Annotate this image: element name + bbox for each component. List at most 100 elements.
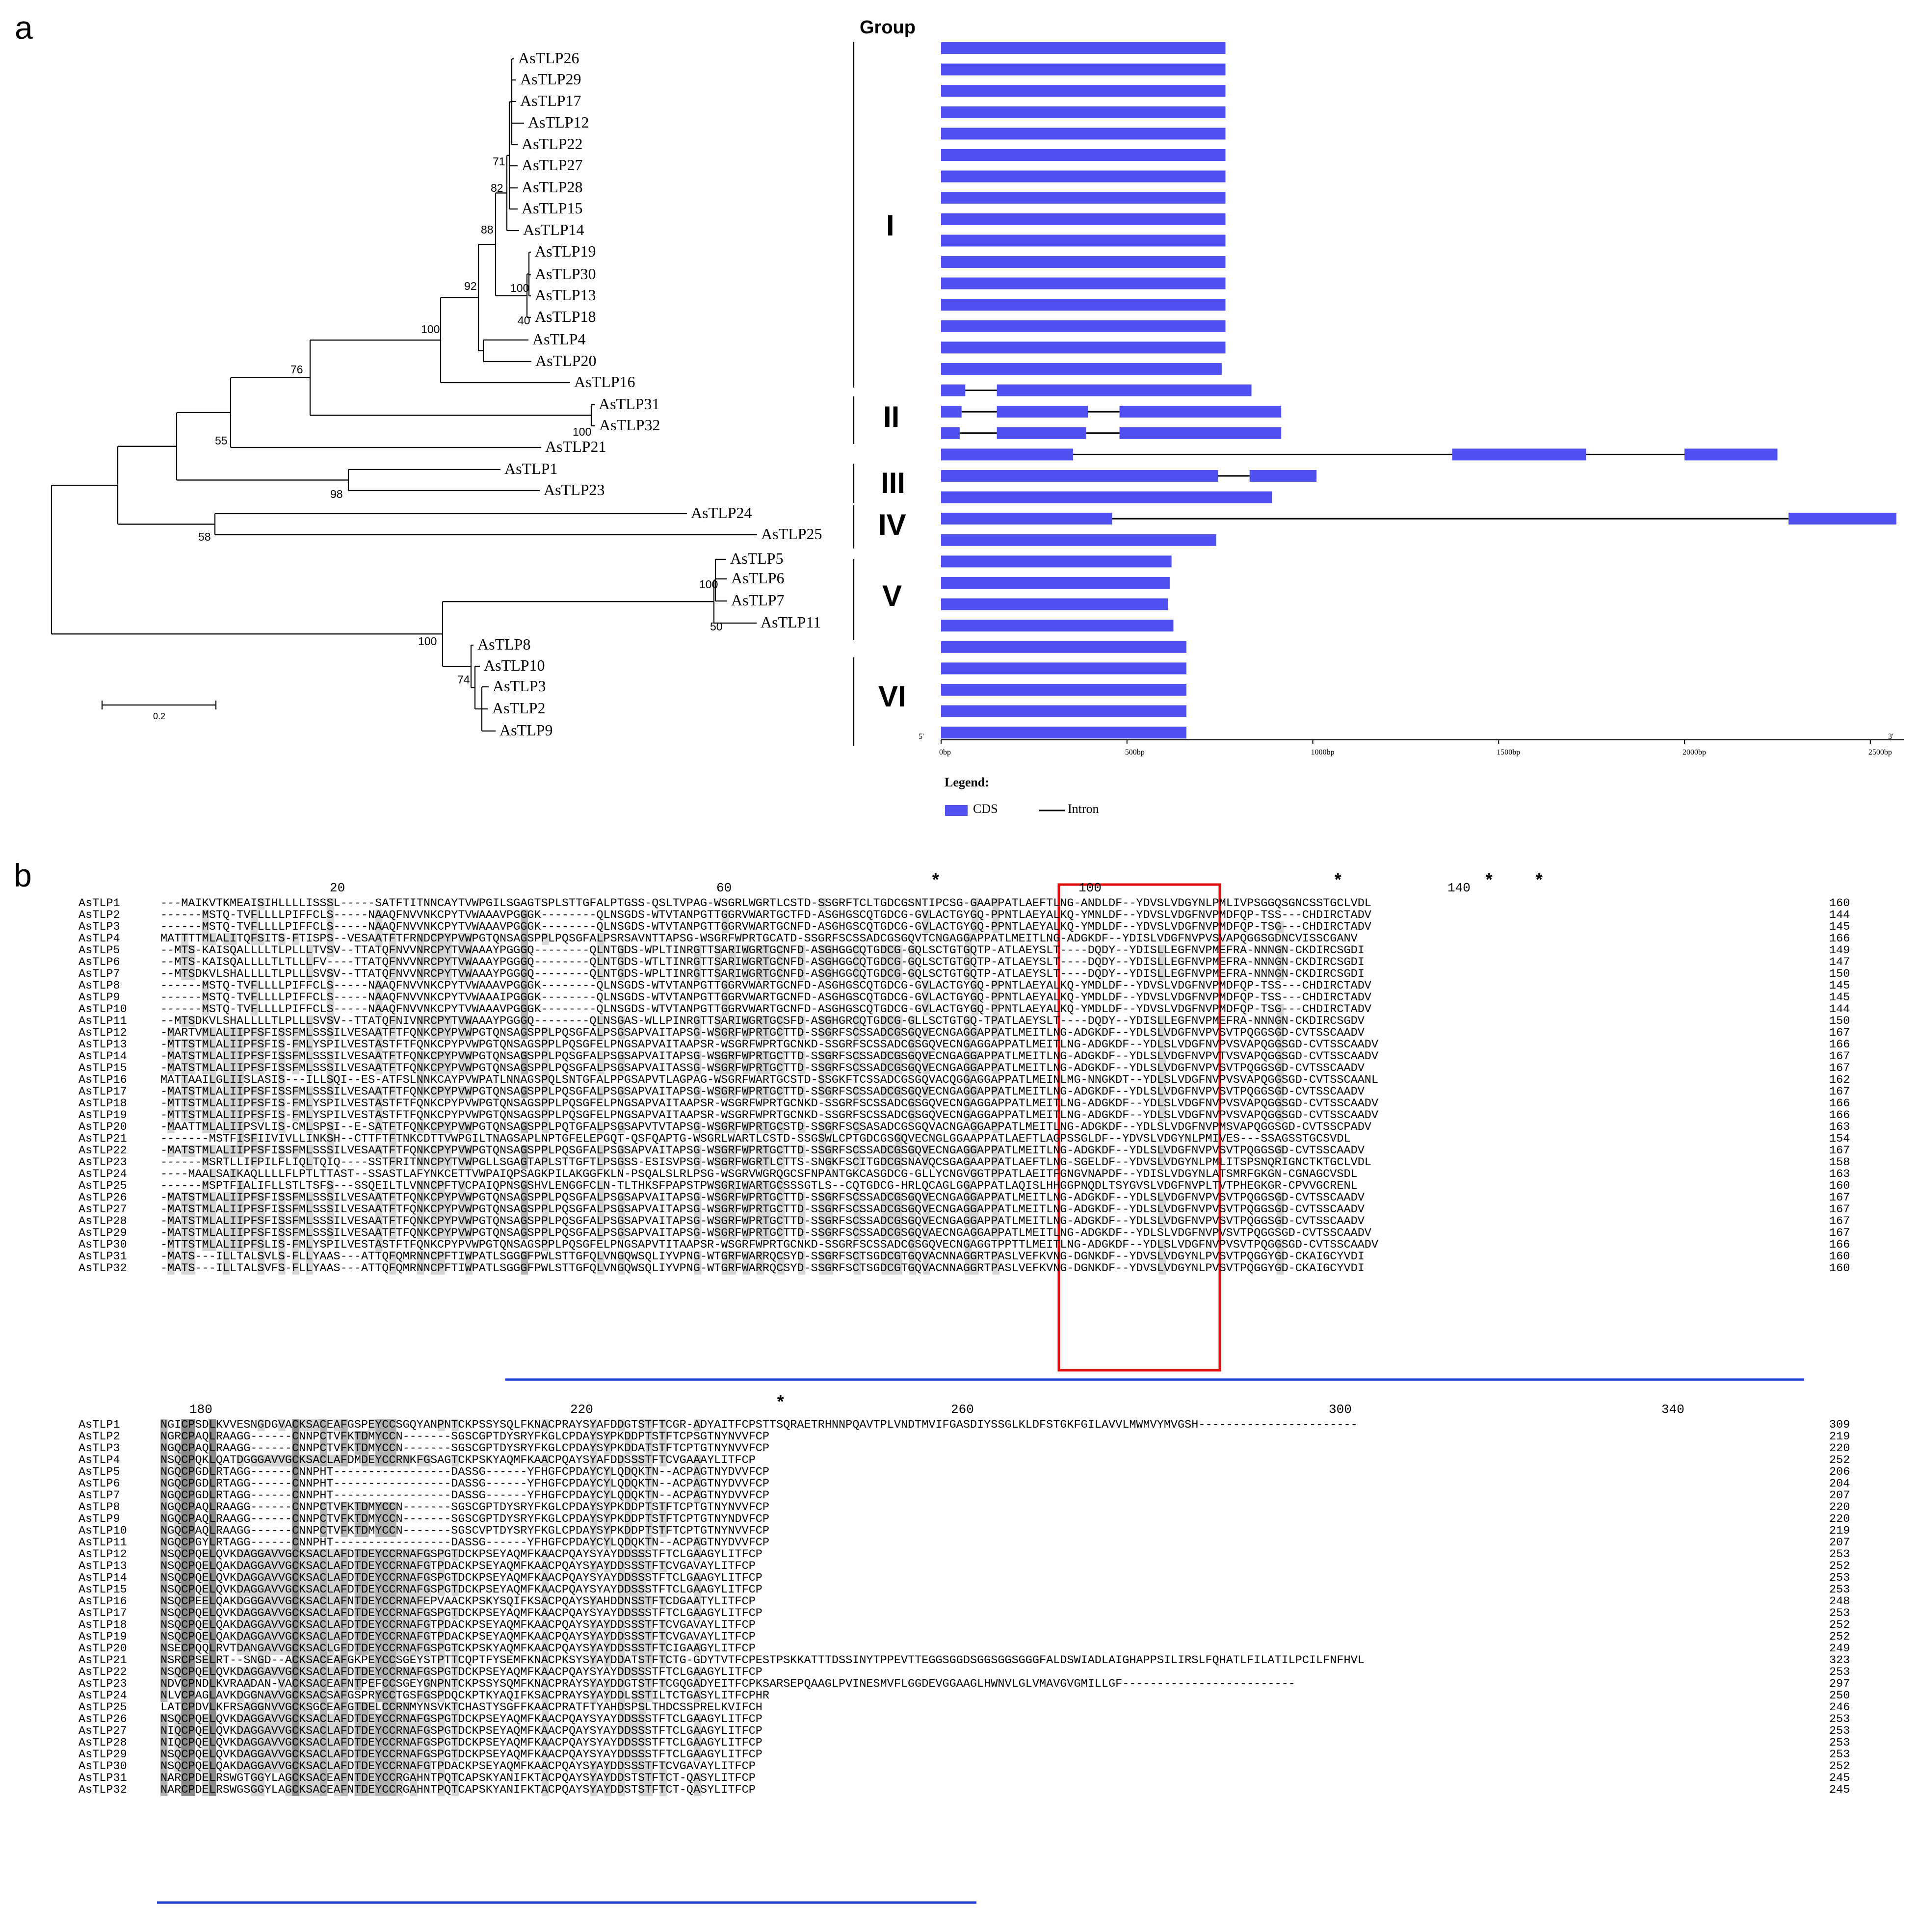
conservation-shade bbox=[423, 1549, 431, 1596]
conservation-shade bbox=[181, 933, 188, 980]
conservation-shade bbox=[722, 1251, 729, 1275]
conservation-shade bbox=[202, 980, 210, 1016]
tree-leaf-label: AsTLP18 bbox=[535, 308, 596, 325]
conservation-shade bbox=[992, 1086, 1000, 1098]
conservation-shade bbox=[777, 1086, 785, 1098]
conservation-shade bbox=[659, 1761, 667, 1796]
conservation-shade bbox=[715, 1086, 722, 1098]
conservation-shade bbox=[895, 945, 903, 980]
conservation-shade bbox=[181, 1016, 188, 1027]
conservation-shade bbox=[445, 1051, 452, 1074]
conservation-shade bbox=[722, 1027, 729, 1039]
conservation-shade bbox=[715, 1122, 722, 1133]
tree-leaf-label: AsTLP2 bbox=[492, 699, 546, 717]
conservation-shade bbox=[742, 945, 750, 980]
alignment-sequence: --MTSDKVLSHALLLLTLPLLLSVSV--TTATQFNVVNRC… bbox=[160, 967, 1365, 981]
conservation-shade bbox=[223, 1027, 230, 1133]
bootstrap-value: 82 bbox=[491, 182, 503, 194]
cds-segment bbox=[941, 106, 1226, 118]
conservation-shade bbox=[438, 933, 445, 980]
conservation-shade bbox=[965, 1180, 972, 1227]
cds-segment bbox=[941, 85, 1226, 97]
conservation-shade bbox=[965, 1145, 972, 1169]
alignment-seq-name: AsTLP10 bbox=[79, 1003, 127, 1016]
conservation-shade bbox=[319, 1502, 327, 1537]
conservation-shade bbox=[361, 1431, 369, 1466]
alignment-sequence: ------MSTQ-TVFLLLLPIFFCLS-----NAAQFNVVNK… bbox=[160, 991, 1371, 1004]
alignment-seq-name: AsTLP18 bbox=[79, 1619, 127, 1632]
conservation-shade bbox=[881, 945, 889, 980]
conservation-shade bbox=[375, 1145, 383, 1157]
alignment-seq-name: AsTLP27 bbox=[79, 1203, 127, 1216]
conservation-shade bbox=[334, 1549, 341, 1643]
conservation-shade bbox=[181, 1145, 188, 1157]
alignment-residue-count: 166 bbox=[1829, 1109, 1850, 1122]
conservation-shade bbox=[396, 1667, 403, 1678]
alignment-sequence: NGQCPAQLRAAGG------CNNPCTVFKTDMYCCN-----… bbox=[160, 1501, 770, 1514]
alignment-sequence: NSQCPQELQAKDAGGAVVGCKSACLAFDTDEYCCRNAFGT… bbox=[160, 1630, 756, 1644]
alignment-residue-count: 252 bbox=[1829, 1619, 1850, 1632]
conservation-shade bbox=[278, 1455, 286, 1466]
conservation-shade bbox=[438, 1549, 445, 1596]
conservation-shade bbox=[888, 1051, 896, 1074]
alignment-sequence: MATTAAILGLIISLASIS---ILLSQI--ES-ATFSLNNK… bbox=[160, 1073, 1379, 1087]
alignment-residue-count: 158 bbox=[1829, 1156, 1850, 1169]
conservation-shade bbox=[722, 1051, 729, 1074]
conservation-shade bbox=[646, 1619, 653, 1667]
alignment-residue-count: 167 bbox=[1829, 1227, 1850, 1240]
cds-segment bbox=[941, 470, 1218, 482]
alignment-residue-count: 154 bbox=[1829, 1132, 1850, 1146]
conservation-shade bbox=[729, 1086, 736, 1098]
group-label-VI: VI bbox=[878, 680, 906, 713]
tree-leaf-label: AsTLP10 bbox=[484, 656, 545, 674]
alignment-seq-name: AsTLP22 bbox=[79, 1144, 127, 1157]
alignment-seq-name: AsTLP11 bbox=[79, 1536, 127, 1549]
conservation-shade bbox=[209, 1192, 216, 1251]
conservation-shade bbox=[375, 1502, 383, 1537]
conservation-shade bbox=[597, 1086, 605, 1098]
conservation-shade bbox=[250, 1690, 258, 1796]
motif-highlight-box bbox=[1057, 883, 1221, 1372]
alignment-seq-name: AsTLP8 bbox=[79, 1501, 120, 1514]
conservation-shade bbox=[542, 1549, 549, 1796]
conservation-shade bbox=[972, 1251, 979, 1275]
bp-axis-tick-label: 1000bp bbox=[1311, 748, 1335, 757]
conservation-shade bbox=[368, 1702, 376, 1796]
conservation-shade bbox=[715, 1016, 722, 1039]
conservation-shade bbox=[597, 933, 605, 980]
conservation-shade bbox=[909, 1145, 917, 1157]
alignment-residue-count: 166 bbox=[1829, 1238, 1850, 1252]
conservation-shade bbox=[361, 1667, 369, 1678]
conservation-shade bbox=[729, 1016, 736, 1039]
bootstrap-value: 100 bbox=[573, 425, 592, 438]
conservation-shade bbox=[423, 1714, 431, 1773]
alignment-residue-count: 252 bbox=[1829, 1560, 1850, 1573]
alignment-residue-count: 246 bbox=[1829, 1701, 1850, 1714]
alignment-seq-name: AsTLP23 bbox=[79, 1677, 127, 1691]
alignment-residue-count: 167 bbox=[1829, 1026, 1850, 1040]
alignment-residue-count: 167 bbox=[1829, 1062, 1850, 1075]
conservation-shade bbox=[181, 1419, 188, 1796]
conservation-shade bbox=[777, 945, 785, 980]
conservation-shade bbox=[1276, 921, 1284, 933]
conservation-shade bbox=[742, 1122, 750, 1133]
alignment-seq-name: AsTLP25 bbox=[79, 1701, 127, 1714]
conservation-shade bbox=[306, 1419, 314, 1431]
alignment-seq-name: AsTLP18 bbox=[79, 1097, 127, 1110]
conservation-shade bbox=[590, 1619, 598, 1667]
conservation-shade bbox=[729, 1251, 736, 1275]
alignment-residue-count: 252 bbox=[1829, 1760, 1850, 1773]
alignment-position-ruler: 20 bbox=[330, 881, 345, 895]
alignment-sequence: NSRCPSELRT--SNGD--ACKSACEAFGKPEYCCSGEYST… bbox=[160, 1654, 1365, 1667]
conservation-shade bbox=[292, 1086, 299, 1122]
tree-leaf-label: AsTLP31 bbox=[599, 395, 660, 413]
tree-leaf-label: AsTLP20 bbox=[535, 352, 597, 369]
conservation-shade bbox=[285, 1667, 292, 1678]
conservation-shade bbox=[694, 1192, 702, 1239]
conservation-shade bbox=[389, 1122, 396, 1169]
conservation-shade bbox=[722, 1180, 729, 1239]
alignment-residue-count: 162 bbox=[1829, 1073, 1850, 1087]
conservation-shade bbox=[167, 1145, 175, 1157]
conservation-shade bbox=[854, 1145, 861, 1169]
conservation-shade bbox=[992, 1145, 1000, 1180]
